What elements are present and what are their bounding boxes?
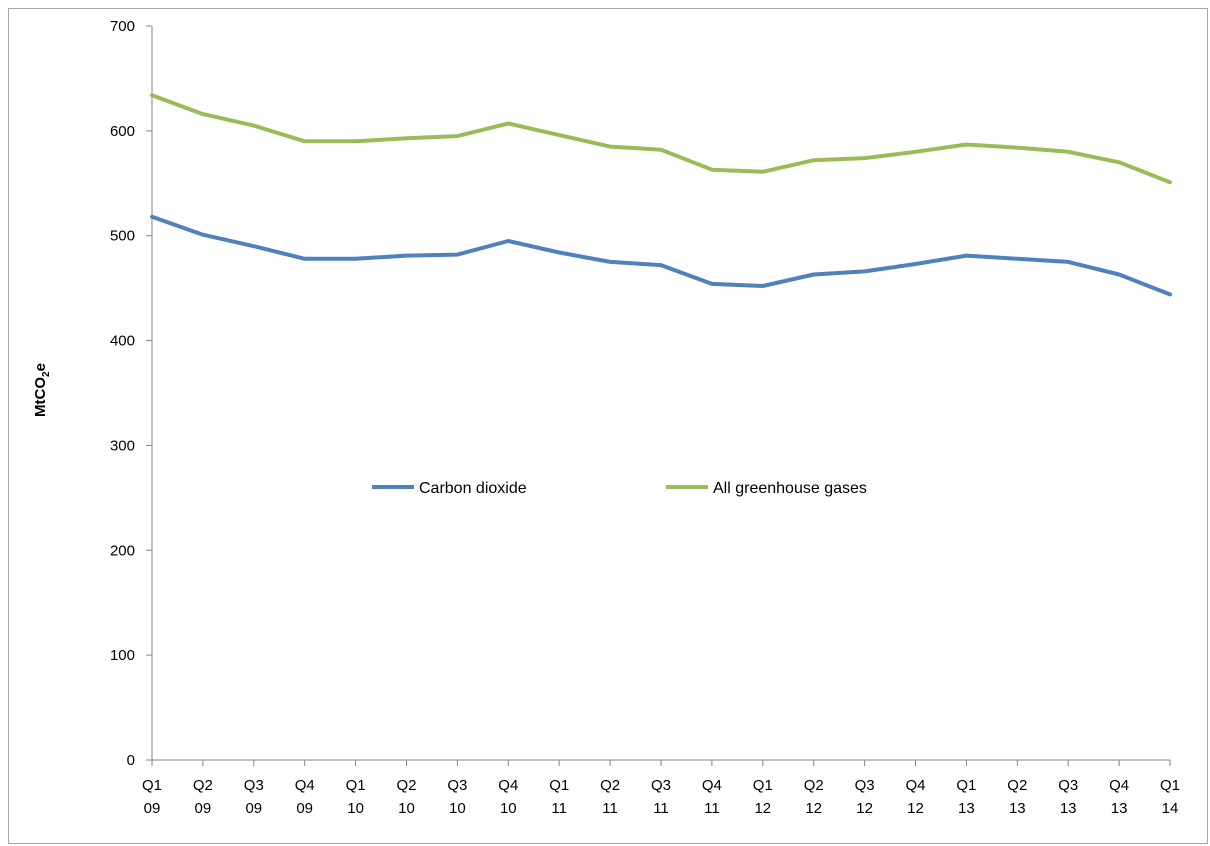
- x-tick-label: Q2 12: [804, 777, 824, 817]
- x-tick-label: Q4 10: [498, 777, 518, 817]
- x-tick-label: Q2 10: [396, 777, 416, 817]
- x-tick-label: Q4 09: [295, 777, 315, 817]
- legend-label-2: All greenhouse gases: [713, 480, 867, 497]
- y-axis: 0 100 200 300 400 500 600 700: [110, 18, 153, 769]
- y-tick-label: 400: [110, 333, 135, 350]
- y-tick-label: 300: [110, 437, 135, 454]
- y-tick-label: 500: [110, 228, 135, 245]
- series-lines: [150, 93, 1172, 297]
- x-tick-label: Q1 10: [346, 777, 366, 817]
- y-tick-label: 700: [110, 18, 135, 35]
- x-tick-label: Q4 11: [702, 777, 722, 817]
- x-tick-label: Q3 13: [1058, 777, 1078, 817]
- legend: Carbon dioxide All greenhouse gases: [372, 480, 867, 497]
- y-axis-title: MtCO2e: [32, 363, 52, 417]
- x-tick-label: Q1 11: [549, 777, 569, 817]
- x-tick-label: Q4 12: [905, 777, 925, 817]
- x-tick-label: Q2 13: [1007, 777, 1027, 817]
- x-tick-label: Q3 10: [447, 777, 467, 817]
- x-tick-label: Q1 14: [1160, 777, 1180, 817]
- x-tick-label: Q1 09: [142, 777, 162, 817]
- x-tick-label: Q3 12: [855, 777, 875, 817]
- x-tick-label: Q1 13: [956, 777, 976, 817]
- series-line-2: [150, 93, 1172, 185]
- y-tick-label: 0: [127, 752, 135, 769]
- y-tick-label: 600: [110, 123, 135, 140]
- x-tick-label: Q2 09: [193, 777, 213, 817]
- x-tick-label: Q2 11: [600, 777, 620, 817]
- x-axis: Q1 09 Q2 09 Q3 09 Q4 09 Q1 10 Q2 10 Q3 10 Q4 10 Q1 11 Q2 11…: [142, 759, 1180, 817]
- x-tick-label: Q3 11: [651, 777, 671, 817]
- y-tick-label: 100: [110, 647, 135, 664]
- x-tick-label: Q3 09: [244, 777, 264, 817]
- legend-label-1: Carbon dioxide: [419, 480, 527, 497]
- y-tick-label: 200: [110, 542, 135, 559]
- x-tick-label: Q4 13: [1109, 777, 1129, 817]
- series-line-1: [150, 214, 1172, 297]
- x-tick-label: Q1 12: [753, 777, 773, 817]
